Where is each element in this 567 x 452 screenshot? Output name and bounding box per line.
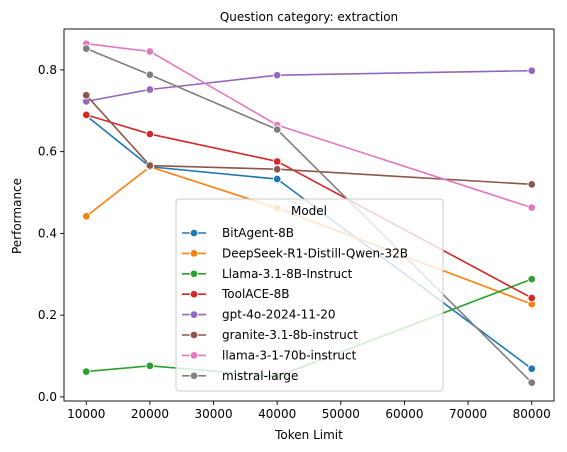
data-point [82, 44, 91, 53]
x-tick-label: 20000 [131, 407, 169, 421]
legend: Model BitAgent-8B DeepSeek-R1-Distill-Qwe… [175, 198, 444, 392]
legend-marker [189, 228, 199, 238]
data-point [527, 180, 536, 189]
y-tick-label: 0.2 [38, 308, 57, 322]
data-point [527, 364, 536, 373]
x-axis-label: Token Limit [274, 428, 343, 442]
legend-items: BitAgent-8B DeepSeek-R1-Distill-Qwen-32B L… [182, 226, 408, 383]
plot-frame [63, 28, 555, 402]
data-point [145, 361, 155, 371]
data-point [272, 174, 282, 184]
series-4 [82, 66, 536, 106]
legend-label: DeepSeek-R1-Distill-Qwen-32B [222, 246, 408, 260]
x-tick-label: 50000 [322, 407, 360, 421]
legend-marker [189, 371, 199, 381]
data-point [82, 110, 91, 120]
data-point [145, 85, 155, 94]
legend-item: llama-3-1-70b-instruct [182, 348, 357, 362]
series-6 [82, 39, 536, 212]
legend-item: ToolACE-8B [182, 287, 289, 301]
x-tick-label: 40000 [258, 407, 296, 421]
data-point [272, 164, 282, 174]
axes: 10000 20000 30000 40000 50000 60000 70000 80000… [38, 28, 555, 421]
data-point [527, 274, 536, 284]
legend-item: Llama-3.1-8B-Instruct [182, 267, 353, 281]
series-line [86, 42, 532, 209]
series-line [85, 94, 532, 186]
y-tick-label: 0.4 [38, 226, 57, 240]
series-5 [82, 90, 536, 189]
legend-label: mistral-large [222, 369, 298, 383]
series-line [86, 69, 532, 103]
legend-item: DeepSeek-R1-Distill-Qwen-32B [182, 246, 408, 260]
data-point [145, 47, 155, 56]
y-tick-label: 0.6 [38, 145, 57, 159]
data-point [82, 211, 91, 221]
legend-label: gpt-4o-2024-11-20 [222, 308, 336, 322]
y-tick-label: 0.0 [38, 390, 57, 404]
data-point [527, 293, 536, 303]
x-tick-label: 10000 [67, 407, 105, 421]
data-point [82, 367, 91, 376]
legend-marker [189, 289, 199, 299]
legend-label: llama-3-1-70b-instruct [222, 348, 357, 362]
x-tick-label: 80000 [513, 407, 551, 421]
y-tick-label: 0.8 [38, 63, 57, 77]
legend-marker [189, 310, 199, 319]
data-point [527, 66, 536, 75]
legend-item: mistral-large [182, 369, 298, 383]
x-tick-label: 60000 [385, 407, 423, 421]
x-tick-label: 30000 [194, 407, 232, 421]
legend-label: Llama-3.1-8B-Instruct [222, 267, 353, 281]
chart-title: Question category: extraction [220, 10, 398, 24]
data-point [272, 157, 282, 166]
legend-marker [189, 249, 199, 258]
legend-title: Model [291, 204, 327, 218]
legend-item: BitAgent-8B [182, 226, 294, 240]
legend-label: BitAgent-8B [222, 226, 294, 240]
legend-item: gpt-4o-2024-11-20 [182, 308, 336, 322]
legend-marker [189, 330, 199, 340]
data-point [145, 161, 155, 170]
data-point [527, 203, 536, 212]
data-point [82, 90, 91, 100]
data-point [527, 378, 536, 387]
data-point [272, 70, 282, 80]
legend-label: granite-3.1-8b-instruct [222, 328, 358, 342]
legend-marker [189, 269, 199, 279]
legend-label: ToolACE-8B [221, 287, 289, 301]
legend-marker [189, 351, 199, 360]
y-axis-label: Performance [10, 178, 24, 254]
data-point [272, 125, 282, 134]
data-point [145, 70, 155, 80]
legend-frame [175, 198, 444, 392]
data-point [145, 129, 155, 139]
legend-item: granite-3.1-8b-instruct [182, 328, 358, 342]
x-tick-label: 70000 [449, 407, 487, 421]
